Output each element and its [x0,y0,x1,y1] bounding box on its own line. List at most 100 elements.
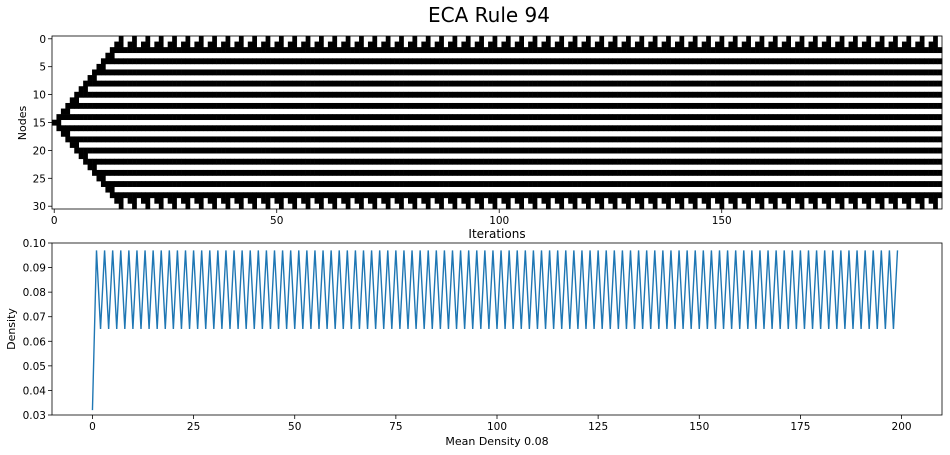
heatmap-cell [830,69,836,76]
heatmap-cell [105,181,111,187]
heatmap-cell [154,58,160,65]
heatmap-cell [755,181,760,187]
heatmap-cell [354,147,360,154]
heatmap-cell [586,169,591,176]
heatmap-cell [287,169,293,176]
heatmap-cell [354,102,360,109]
heatmap-cell [270,192,275,199]
heatmap-cell [163,58,168,65]
heatmap-cell [861,91,867,98]
heatmap-cell [826,102,832,109]
heatmap-cell [136,58,142,65]
heatmap-cell [185,181,191,187]
heatmap-cell [541,147,547,154]
heatmap-cell [425,125,431,132]
heatmap-cell [888,69,894,76]
heatmap-cell [634,136,640,143]
heatmap-cell [327,102,333,109]
heatmap-cell [350,181,355,187]
heatmap-cell [688,192,694,199]
heatmap-cell [839,58,845,65]
heatmap-cell [212,158,217,165]
heatmap-cell [238,192,244,199]
heatmap-cell [706,114,711,121]
heatmap-cell [310,47,315,54]
heatmap-cell [590,192,596,199]
heatmap-cell [768,41,774,48]
heatmap-cell [594,69,600,76]
heatmap-cell [265,102,271,109]
heatmap-cell [545,197,551,204]
heatmap-cell [399,41,404,48]
heatmap-cell [261,136,266,143]
heatmap-cell [354,169,360,176]
heatmap-cell [661,114,667,121]
heatmap-cell [327,41,333,48]
heatmap-cell [608,102,613,109]
heatmap-cell [906,114,912,121]
heatmap-cell [879,169,885,176]
heatmap-cell [238,102,244,109]
heatmap-cell [528,147,533,154]
heatmap-cell [470,80,476,87]
heatmap-cell [367,114,373,121]
heatmap-cell [181,80,186,87]
heatmap-cell [697,158,702,165]
heatmap-cell [888,91,894,98]
heatmap-cell [287,147,293,154]
heatmap-cell [750,147,756,154]
heatmap-cell [853,47,858,54]
heatmap-cell [167,41,173,48]
heatmap-cell [897,169,903,176]
heatmap-cell [715,91,720,98]
heatmap-cell [586,80,591,87]
heatmap-cell [261,125,266,132]
heatmap-cell [501,102,507,109]
heatmap-cell [136,80,142,87]
heatmap-cell [617,91,622,98]
heatmap-cell [421,197,427,204]
heatmap-cell [448,192,453,199]
heatmap-cell [759,136,765,143]
heatmap-cell [861,147,867,154]
heatmap-cell [172,136,177,143]
heatmap-cell [732,69,738,76]
heatmap-cell [234,114,240,121]
heatmap-cell [141,69,146,76]
heatmap-cell [456,147,462,154]
heatmap-cell [532,136,538,143]
heatmap-cell [670,136,676,143]
heatmap-cell [336,192,342,199]
heatmap-cell [750,181,756,187]
heatmap-cell [675,147,680,154]
heatmap-cell [65,125,71,132]
heatmap-cell [933,169,938,176]
heatmap-cell [821,91,827,98]
heatmap-cell [652,114,658,121]
heatmap-cell [456,69,462,76]
heatmap-cell [670,158,676,165]
heatmap-cell [817,69,823,76]
heatmap-cell [172,47,177,54]
heatmap-cell [118,58,124,65]
heatmap-cell [123,114,128,121]
heatmap-cell [505,125,511,132]
heatmap-cell [755,102,760,109]
heatmap-cell [412,58,418,65]
heatmap-cell [287,91,293,98]
heatmap-cell [648,41,654,48]
heatmap-cell [559,181,565,187]
heatmap-cell [203,69,209,76]
heatmap-cell [870,192,876,199]
heatmap-cell [408,125,413,132]
heatmap-cell [848,58,854,65]
heatmap-cell [661,41,667,48]
heatmap-cell [875,69,880,76]
heatmap-cell [492,125,498,132]
heatmap-cell [670,91,676,98]
heatmap-cell [448,102,453,109]
heatmap-cell [928,169,934,176]
heatmap-cell [568,169,573,176]
heatmap-cell [661,181,667,187]
heatmap-cell [812,47,818,54]
